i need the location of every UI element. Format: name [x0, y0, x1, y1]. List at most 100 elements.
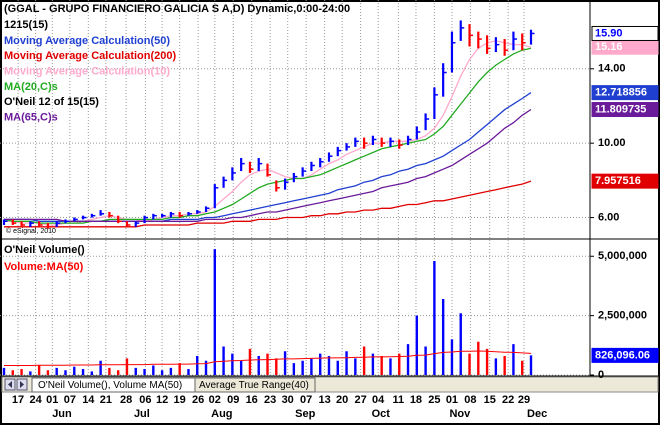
moving-average-line [4, 180, 532, 228]
last-volume-label-box [591, 347, 659, 363]
arrow [20, 381, 24, 388]
volume-bar [116, 370, 120, 375]
volume-bar [169, 367, 173, 375]
volume-bar [459, 313, 462, 375]
x-tick-label: 01 [446, 394, 458, 406]
volume-bar [529, 355, 533, 375]
tab-label: O'Neil Volume(), Volume MA(50) [38, 380, 182, 391]
last-value-label: 15.16 [595, 41, 623, 53]
volume-bar [398, 353, 401, 375]
x-tick-label: 28 [120, 394, 132, 406]
x-tick-label: 21 [100, 394, 112, 406]
copyright: © eSignal, 2010 [6, 227, 56, 235]
volume-bar [441, 299, 445, 375]
label-layer: 17 24 01 07 14 21 28 06 12 19 26 02 09 16 23 30 07 13 20 27… [4, 25, 659, 420]
volume-bar [345, 351, 348, 375]
x-tick-label: 08 [464, 394, 476, 406]
volume-bar [213, 249, 216, 375]
volume-bar [160, 370, 164, 375]
volume-bar [248, 348, 252, 375]
y-tick-label: 5,000,000 [598, 250, 647, 262]
volume-bar [81, 369, 85, 375]
last-value-label: 12.718856 [595, 87, 647, 99]
x-tick-label: 07 [64, 394, 76, 406]
legend-entry: MA(20,C)s [4, 81, 58, 93]
x-tick-label: 24 [29, 394, 42, 406]
x-tick-label: 01 [46, 394, 58, 406]
volume-bar [204, 360, 208, 375]
chart-title: (GGAL - GRUPO FINANCIERO GALICIA S A,D) … [4, 3, 350, 15]
volume-bar [433, 261, 436, 375]
volume-bar [389, 358, 392, 375]
legend-entry: Volume:MA(50) [4, 261, 84, 273]
volume-bar [485, 348, 489, 375]
volume-bar [415, 315, 419, 375]
volume-bar [90, 371, 94, 375]
volume-bar [450, 339, 454, 375]
x-tick-label: 26 [192, 394, 204, 406]
x-tick-label: 04 [372, 394, 385, 406]
last-volume-label: 826,096.06 [595, 349, 650, 361]
x-tick-label: 20 [336, 394, 348, 406]
x-tick-label: 17 [12, 394, 24, 406]
volume-bar [371, 353, 375, 375]
volume-bar [187, 369, 190, 375]
x-tick-label: 13 [318, 394, 330, 406]
volume-bar [512, 344, 515, 375]
y-tick-label: 10.00 [598, 137, 626, 149]
last-value-label: 7.957516 [595, 175, 641, 187]
volume-bar [362, 346, 366, 375]
month-label: Sep [295, 408, 315, 420]
x-tick-label: 06 [139, 394, 151, 406]
x-tick-label: 07 [300, 394, 312, 406]
volume-bar [99, 360, 102, 375]
volume-bar [319, 353, 322, 375]
volume-bar [424, 346, 427, 375]
volume-bar [11, 370, 14, 375]
volume-bar [292, 363, 296, 375]
month-label: Dec [527, 408, 547, 420]
x-tick-label: 18 [410, 394, 422, 406]
y-tick-label: 0 [598, 369, 604, 381]
month-label: Jul [134, 408, 150, 420]
volume-bar [275, 358, 278, 375]
volume-ma-line [4, 350, 532, 366]
volume-bar [37, 365, 41, 375]
moving-average-line [4, 108, 532, 222]
last-value-label-box [591, 173, 659, 189]
volume-bar [310, 358, 313, 375]
tab[interactable] [194, 377, 316, 393]
chart-subtitle: 1215(15) [4, 19, 48, 31]
legend-entry: O'Neil 12 of 15(15) [4, 96, 99, 108]
x-tick-label: 02 [209, 394, 221, 406]
volume-bar [239, 360, 243, 375]
volume-bar [266, 353, 269, 375]
volume-bar [477, 341, 480, 375]
volume-bar [336, 360, 339, 375]
last-value-label-box [591, 102, 659, 118]
volume-bar [468, 353, 471, 375]
y-tick-label: 6.00 [598, 211, 619, 223]
volume-bar [152, 365, 155, 375]
plot-layer [2, 20, 535, 375]
x-tick-label: 27 [354, 394, 366, 406]
volume-bar [231, 353, 234, 375]
volume-bar [380, 356, 383, 375]
volume-bar [196, 356, 199, 375]
last-value-label-box [591, 85, 659, 101]
y-tick-label: 2,500,000 [598, 310, 647, 322]
volume-bar [64, 370, 67, 375]
volume-bar [29, 371, 32, 375]
x-tick-label: 16 [246, 394, 258, 406]
volume-bar [327, 356, 331, 375]
y-tick-label: 14.00 [598, 63, 626, 75]
volume-bar [143, 369, 146, 375]
legend-entry: Moving Average Calculation(50) [4, 35, 170, 47]
volume-bar [521, 360, 524, 375]
volume-bar [134, 367, 137, 375]
volume-bar [301, 360, 304, 375]
volume-bar [108, 367, 111, 375]
last-value-label: 11.809735 [595, 103, 646, 115]
last-price-label-box [591, 25, 659, 41]
tab-label: Average True Range(40) [199, 380, 309, 391]
